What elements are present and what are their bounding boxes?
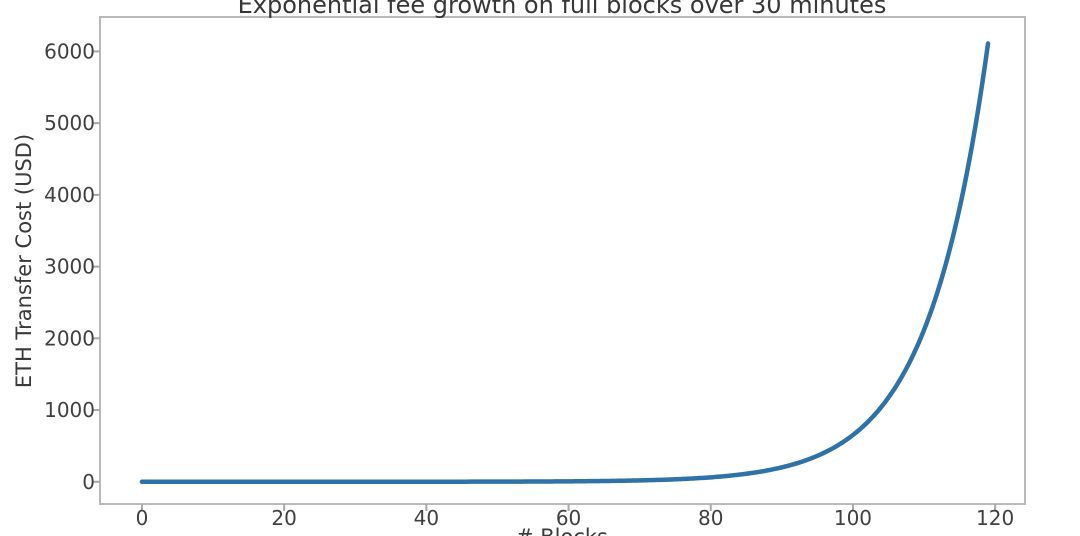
y-axis-label: ETH Transfer Cost (USD) <box>12 134 36 388</box>
y-tick-label: 4000 <box>44 183 95 207</box>
y-axis-ticks: 0 1000 2000 3000 4000 5000 6000 <box>44 39 100 494</box>
x-tick-label: 0 <box>136 506 149 530</box>
x-tick-label: 60 <box>556 506 581 530</box>
x-axis-label: # Blocks <box>516 525 608 536</box>
x-axis-ticks: 0 20 40 60 80 100 120 <box>136 504 1014 530</box>
plot-border <box>99 16 1026 505</box>
x-tick-label: 100 <box>834 506 872 530</box>
y-tick-label: 3000 <box>44 255 95 279</box>
y-tick-label: 5000 <box>44 111 95 135</box>
x-tick-label: 120 <box>976 506 1014 530</box>
y-tick-label: 2000 <box>44 326 95 350</box>
y-tick-label: 0 <box>82 470 95 494</box>
x-tick-label: 40 <box>414 506 439 530</box>
y-tick-label: 1000 <box>44 398 95 422</box>
x-tick-label: 20 <box>271 506 296 530</box>
chart-title: Exponential fee growth on full blocks ov… <box>238 0 887 19</box>
y-tick-label: 6000 <box>44 39 95 63</box>
fee-growth-line <box>139 41 991 485</box>
x-tick-label: 80 <box>698 506 723 530</box>
